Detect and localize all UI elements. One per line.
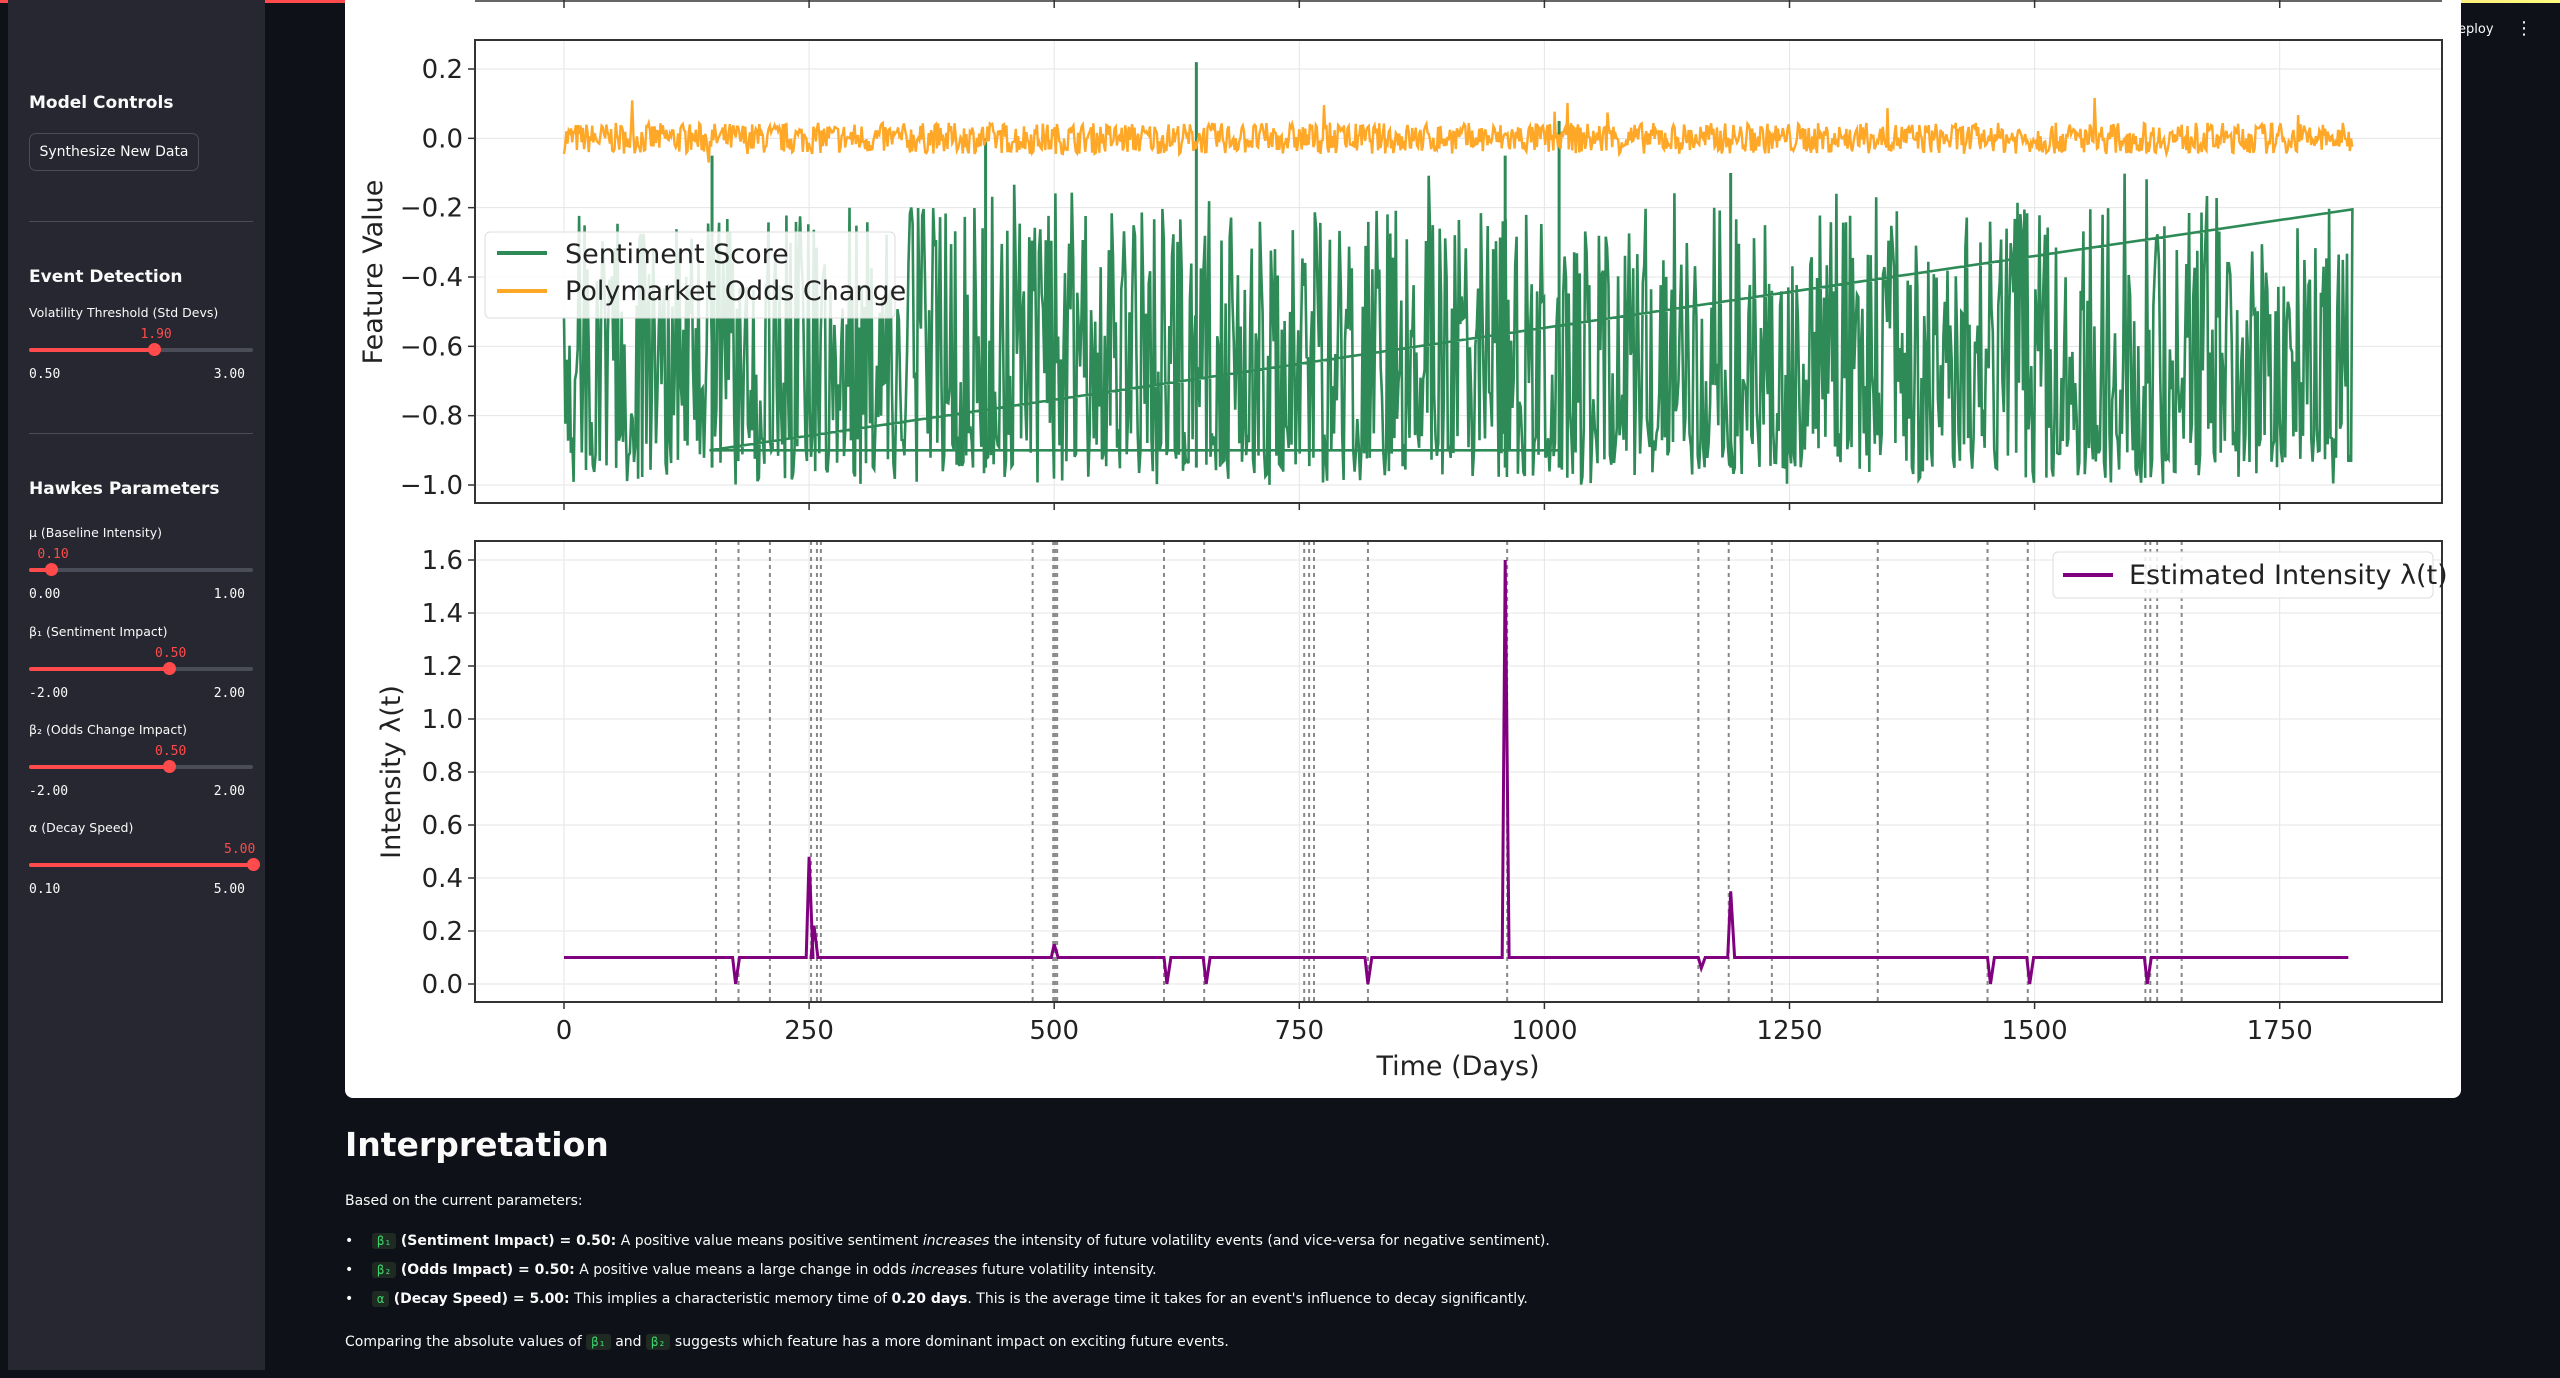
slider-label: β₁ (Sentiment Impact) [29, 624, 168, 639]
slider-min: -2.00 [29, 784, 69, 799]
top-axes-frame [474, 39, 2443, 504]
y-tick-label: −0.6 [400, 332, 463, 362]
odds-series-line [562, 97, 2354, 163]
slider-value: 1.90 [140, 327, 172, 342]
slider-value: 0.50 [155, 646, 187, 661]
x-tick-label: 1000 [1511, 1016, 1577, 1046]
slider-track[interactable] [29, 858, 260, 871]
y-tick-label: 0.4 [422, 864, 463, 894]
chart-card: 0.2 0.0 −0.2 −0.4 −0.6 −0.8 −1.0 Feature Value S… [345, 0, 2461, 1098]
slider-track[interactable] [29, 760, 253, 773]
slider-fill [29, 568, 52, 572]
y-tick-label: 1.4 [422, 599, 463, 629]
slider-fill [29, 863, 253, 867]
slider-fill [29, 348, 155, 352]
param-code: α [372, 1291, 390, 1307]
x-tick-label: 1500 [2002, 1016, 2068, 1046]
sidebar: Model Controls Synthesize New Data Event… [8, 0, 265, 1370]
slider-max: 2.00 [213, 784, 245, 799]
slider-value: 0.10 [37, 547, 69, 562]
legend-box [2052, 551, 2434, 599]
slider-thumb[interactable] [148, 343, 162, 356]
divider [29, 433, 253, 434]
slider-label: μ (Baseline Intensity) [29, 525, 163, 540]
slider-value: 0.50 [155, 744, 187, 759]
y-tick-label: −1.0 [400, 471, 463, 501]
x-tick-label: 750 [1274, 1016, 1324, 1046]
slider-fill [29, 765, 169, 769]
x-axis-title: Time (Days) [1375, 1051, 1539, 1082]
bullet-dot: • [345, 1291, 354, 1307]
x-tick-label: 0 [556, 1016, 573, 1046]
legend-label-intensity: Estimated Intensity λ(t) [2129, 560, 2448, 591]
x-tick-label: 1250 [1756, 1016, 1822, 1046]
slider-max: 2.00 [213, 686, 245, 701]
param-code: β₁ [372, 1233, 397, 1249]
interpretation-intro: Based on the current parameters: [345, 1193, 583, 1209]
slider-track[interactable] [29, 563, 253, 576]
y-tick-label: 1.6 [422, 546, 463, 576]
param-code: β₂ [372, 1262, 397, 1278]
y-tick-label: 1.2 [422, 652, 463, 682]
event-detection-header: Event Detection [29, 267, 183, 287]
x-tick-label: 250 [784, 1016, 834, 1046]
interpretation-footer: Comparing the absolute values of β₁ and … [345, 1334, 1229, 1350]
sentiment-series-line [562, 173, 2354, 485]
list-item: α (Decay Speed) = 5.00: This implies a c… [372, 1291, 1528, 1307]
slider-fill [29, 667, 169, 671]
legend-box [484, 231, 896, 319]
y-tick-label: 0.6 [422, 811, 463, 841]
interpretation-title: Interpretation [345, 1125, 609, 1164]
slider-value: 5.00 [224, 842, 256, 857]
divider [29, 221, 253, 222]
y-tick-label: 0.2 [422, 917, 463, 947]
y-tick-label: 0.2 [422, 55, 463, 85]
x-tick-label: 1750 [2247, 1016, 2313, 1046]
intensity-series-line [564, 559, 2349, 985]
y-tick-label: −0.4 [400, 263, 463, 293]
x-tick-label: 500 [1029, 1016, 1079, 1046]
hawkes-parameters-header: Hawkes Parameters [29, 479, 220, 499]
slider-min: -2.00 [29, 686, 69, 701]
slider-label: β₂ (Odds Change Impact) [29, 722, 187, 737]
slider-label: α (Decay Speed) [29, 820, 134, 835]
list-item: β₂ (Odds Impact) = 0.50: A positive valu… [372, 1262, 1157, 1278]
slider-thumb[interactable] [247, 858, 260, 871]
beta2-code: β₂ [646, 1334, 671, 1350]
list-item: β₁ (Sentiment Impact) = 0.50: A positive… [372, 1233, 1550, 1249]
legend-label-sentiment: Sentiment Score [565, 239, 789, 270]
y-tick-label: 0.0 [422, 124, 463, 154]
y-axis-title: Intensity λ(t) [376, 685, 407, 859]
slider-thumb[interactable] [163, 760, 176, 773]
synthesize-data-button[interactable]: Synthesize New Data [29, 133, 199, 171]
slider-thumb[interactable] [45, 563, 59, 576]
deploy-button[interactable]: eploy [2458, 22, 2494, 37]
bullet-dot: • [345, 1233, 354, 1249]
slider-min: 0.00 [29, 587, 61, 602]
slider-min: 0.50 [29, 367, 61, 382]
slider-min: 0.10 [29, 882, 61, 897]
slider-label: Volatility Threshold (Std Devs) [29, 305, 219, 320]
slider-max: 1.00 [213, 587, 245, 602]
y-tick-label: 0.0 [422, 970, 463, 1000]
y-tick-label: 1.0 [422, 705, 463, 735]
slider-max: 3.00 [213, 367, 245, 382]
y-tick-label: −0.8 [400, 402, 463, 432]
slider-max: 5.00 [213, 882, 245, 897]
slider-track[interactable] [29, 343, 253, 356]
feature-intensity-chart: 0.2 0.0 −0.2 −0.4 −0.6 −0.8 −1.0 Feature Value S… [358, 0, 2448, 1082]
sidebar-title: Model Controls [29, 93, 174, 113]
bullet-dot: • [345, 1262, 354, 1278]
more-vertical-icon[interactable]: ⋮ [2515, 18, 2533, 39]
y-tick-label: 0.8 [422, 758, 463, 788]
slider-thumb[interactable] [163, 662, 176, 675]
slider-track[interactable] [29, 662, 253, 675]
y-tick-label: −0.2 [400, 194, 463, 224]
bottom-axes-frame [474, 540, 2443, 1003]
legend-label-odds: Polymarket Odds Change [565, 276, 906, 307]
beta1-code: β₁ [586, 1334, 611, 1350]
y-axis-title: Feature Value [358, 180, 389, 365]
